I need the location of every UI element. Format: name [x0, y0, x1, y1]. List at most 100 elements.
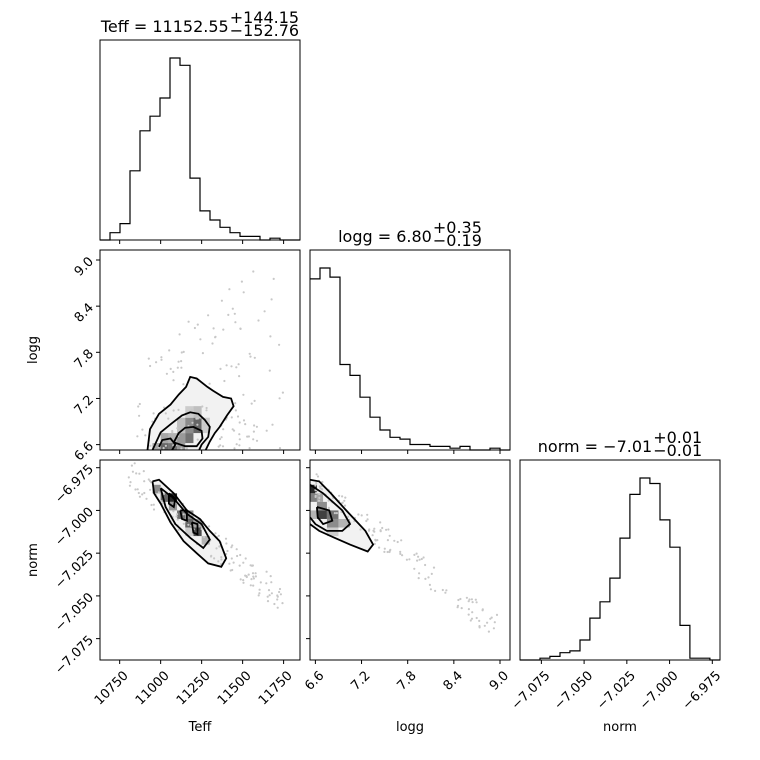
scatter-point [314, 495, 317, 498]
scatter-point [251, 572, 255, 575]
scatter-point [176, 513, 179, 516]
density-cell [160, 443, 169, 450]
scatter-point [263, 310, 266, 313]
scatter-point [360, 514, 363, 517]
x-axis-label-logg: logg [396, 720, 424, 735]
scatter-point [247, 573, 250, 576]
scatter-point [220, 299, 223, 302]
scatter-point [478, 625, 481, 628]
scatter-point [230, 557, 233, 560]
scatter-point [203, 535, 206, 539]
y-tick-label: 7.8 [72, 347, 97, 372]
scatter-point [255, 425, 258, 428]
contour-line [310, 478, 375, 553]
scatter-point [244, 557, 247, 560]
scatter-point [169, 367, 172, 370]
scatter-point [493, 621, 496, 624]
scatter-point [230, 416, 233, 419]
scatter-point [373, 542, 376, 546]
scatter-point [227, 313, 230, 316]
scatter-point [386, 539, 389, 542]
scatter-point [316, 475, 320, 478]
scatter-point [230, 546, 233, 549]
scatter-point [495, 613, 499, 617]
scatter-point [445, 589, 448, 592]
scatter-point [220, 558, 223, 561]
scatter-point [318, 496, 321, 499]
scatter-point [238, 375, 241, 378]
scatter-point [475, 616, 478, 620]
scatter-point [381, 526, 384, 530]
scatter-point [281, 602, 284, 605]
y-tick-label: −7.000 [52, 505, 97, 550]
scatter-point [456, 604, 460, 607]
scatter-point [238, 433, 241, 436]
scatter-point [225, 542, 228, 545]
density-cell [177, 443, 186, 450]
scatter-point [365, 519, 368, 523]
contour-line [168, 492, 177, 509]
scatter-point [416, 559, 419, 562]
scatter-point [249, 355, 252, 358]
scatter-point [165, 372, 168, 375]
scatter-point [131, 470, 134, 473]
scatter-point [177, 528, 180, 532]
scatter-point [238, 438, 241, 441]
scatter-point [271, 423, 274, 426]
scatter-point [190, 408, 193, 411]
scatter-point [481, 608, 484, 611]
scatter-point [254, 575, 257, 578]
scatter-point [149, 444, 152, 447]
scatter-point [226, 549, 229, 553]
scatter-point [253, 356, 256, 359]
scatter-point [249, 584, 252, 587]
scatter-point [136, 435, 139, 438]
title-main: logg = 6.80 [338, 227, 432, 246]
scatter-point [157, 491, 160, 494]
scatter-point [338, 494, 341, 497]
scatter-point [233, 447, 236, 450]
scatter-point [231, 307, 234, 310]
scatter-point [234, 321, 237, 324]
scatter-point [427, 576, 430, 579]
scatter-point [276, 594, 279, 597]
scatter-point [424, 577, 427, 581]
scatter-point [238, 444, 241, 447]
x-tick-label: −6.975 [680, 668, 725, 713]
density-cell [310, 493, 317, 502]
scatter-point [258, 592, 261, 595]
scatter-point [378, 546, 381, 549]
x-tick-label: −7.025 [594, 668, 639, 713]
scatter-point [269, 575, 272, 578]
y-tick-label: −6.975 [52, 462, 97, 507]
scatter-point [232, 561, 235, 564]
scatter-point [372, 529, 375, 532]
scatter-point [341, 495, 344, 498]
scatter-point [245, 575, 248, 579]
panel-title-Teff: Teff = 11152.55 +144.15−152.76 [100, 8, 299, 40]
y-axis-label-logg: logg [26, 336, 41, 364]
scatter-point [143, 480, 146, 483]
scatter-point [444, 591, 447, 594]
y-tick-label: −7.075 [52, 633, 97, 678]
scatter-point [333, 511, 336, 515]
scatter-point [465, 596, 468, 599]
scatter-point [177, 408, 180, 411]
x-tick-label: 9.0 [487, 668, 512, 693]
density-cell [160, 493, 169, 502]
scatter-point [265, 582, 268, 585]
scatter-point [240, 280, 243, 283]
scatter-point [252, 438, 255, 441]
y-tick-label: −7.050 [52, 590, 97, 635]
scatter-point [247, 435, 250, 438]
scatter-layer [127, 270, 499, 633]
scatter-point [317, 499, 321, 502]
scatter-point [168, 349, 171, 352]
x-tick-label: 11250 [174, 668, 214, 708]
scatter-point [405, 558, 408, 561]
scatter-point [278, 587, 282, 591]
contour-line [190, 521, 199, 536]
scatter-point [429, 588, 432, 591]
scatter-point [385, 528, 388, 531]
scatter-point [222, 428, 225, 431]
